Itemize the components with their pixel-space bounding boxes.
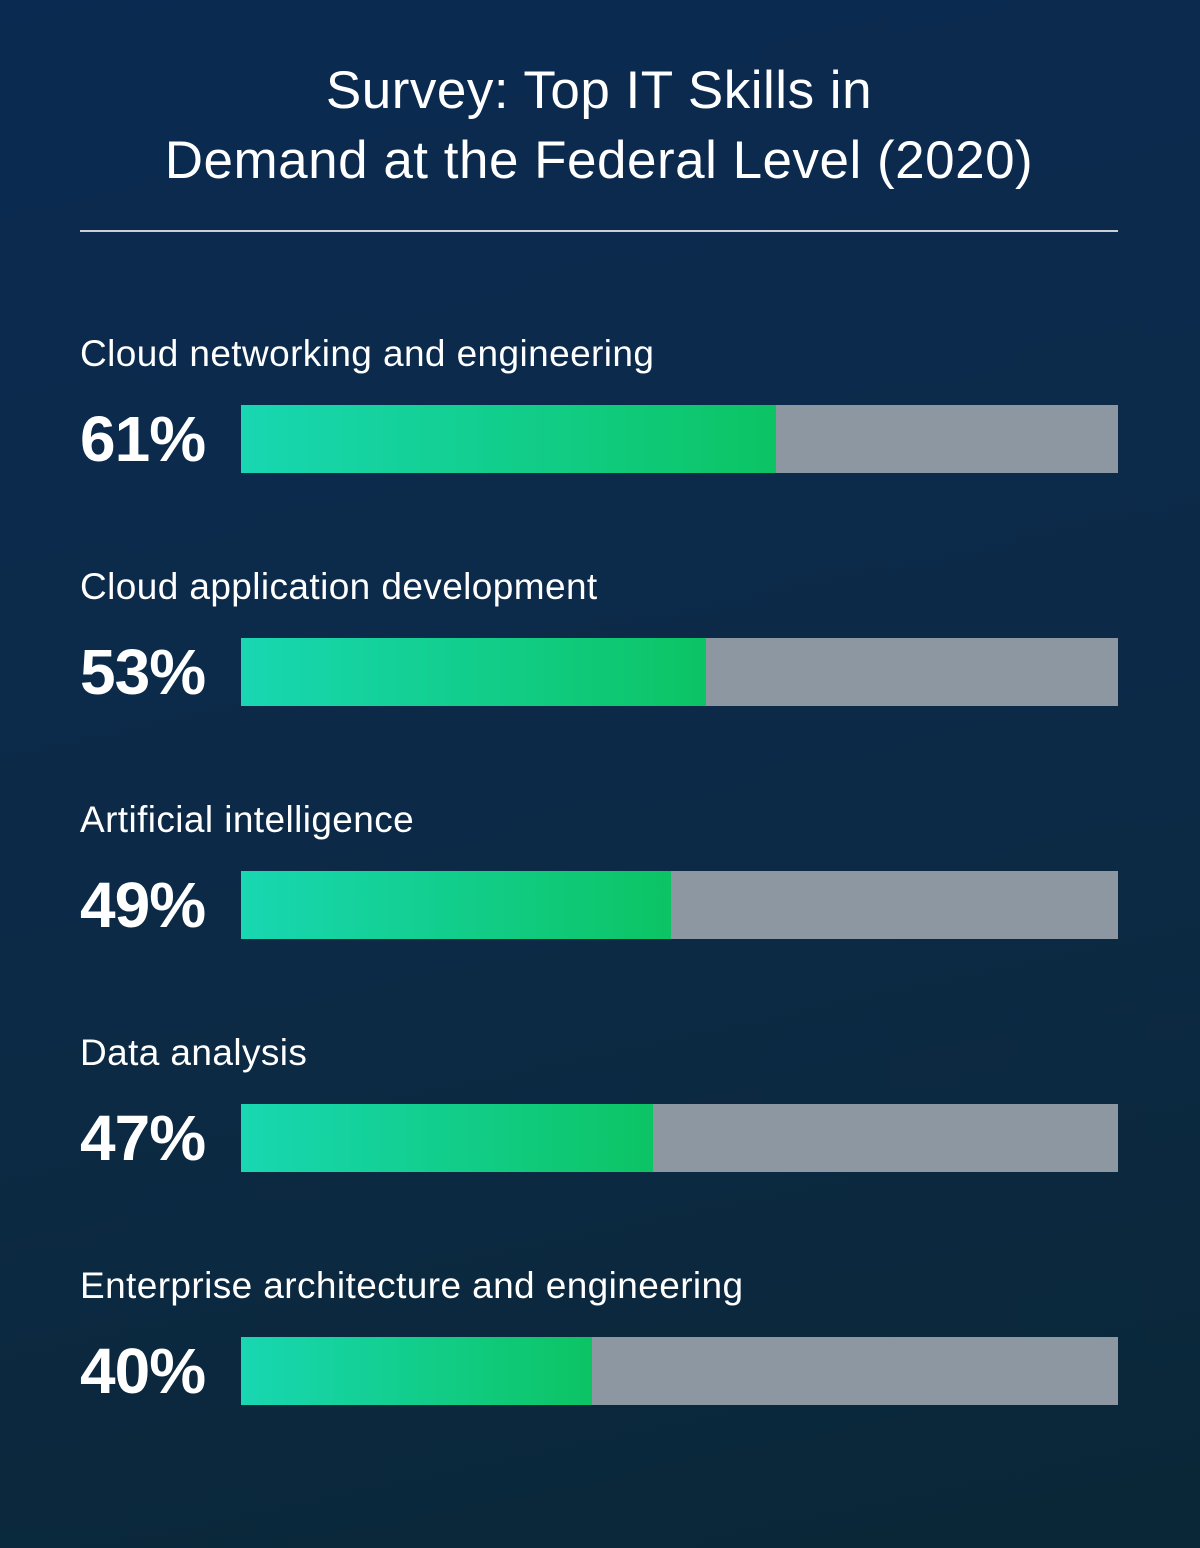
bar-fill: [241, 871, 671, 939]
bar-line: 61%: [80, 402, 1118, 476]
bar-row: Cloud networking and engineering 61%: [80, 332, 1118, 476]
percent-value: 40%: [80, 1335, 206, 1407]
percent-value: 49%: [80, 869, 206, 941]
bar-line: 49%: [80, 868, 1118, 942]
skill-label: Artificial intelligence: [80, 799, 415, 840]
bar-fill: [241, 638, 706, 706]
bar-track: [241, 1337, 1118, 1405]
chart-title-line-2: Demand at the Federal Level (2020): [164, 131, 1034, 190]
skill-label: Cloud application development: [80, 566, 598, 607]
bar-track: [241, 1104, 1118, 1172]
bar-fill: [241, 1104, 654, 1172]
bar-line: 53%: [80, 635, 1118, 709]
bar-fill: [241, 1337, 592, 1405]
percent-value: 53%: [80, 636, 206, 708]
chart-title-line-1: Survey: Top IT Skills in: [325, 61, 873, 120]
bar-track: [241, 638, 1118, 706]
bar-chart: Cloud networking and engineering 61% Clo…: [80, 332, 1118, 1408]
chart-title: Survey: Top IT Skills in Demand at the F…: [80, 56, 1118, 196]
bar-row: Data analysis 47%: [80, 1031, 1118, 1175]
skill-label: Enterprise architecture and engineering: [80, 1265, 744, 1306]
bar-row: Enterprise architecture and engineering …: [80, 1264, 1118, 1408]
skill-label: Cloud networking and engineering: [80, 333, 655, 374]
skill-label: Data analysis: [80, 1032, 308, 1073]
bar-line: 47%: [80, 1101, 1118, 1175]
bar-fill: [241, 405, 776, 473]
percent-value: 61%: [80, 403, 206, 475]
bar-row: Cloud application development 53%: [80, 565, 1118, 709]
bar-row: Artificial intelligence 49%: [80, 798, 1118, 942]
infographic-page: Survey: Top IT Skills in Demand at the F…: [0, 56, 1200, 1548]
title-divider: [80, 230, 1118, 232]
bar-track: [241, 405, 1118, 473]
percent-value: 47%: [80, 1102, 206, 1174]
bar-track: [241, 871, 1118, 939]
bar-line: 40%: [80, 1334, 1118, 1408]
